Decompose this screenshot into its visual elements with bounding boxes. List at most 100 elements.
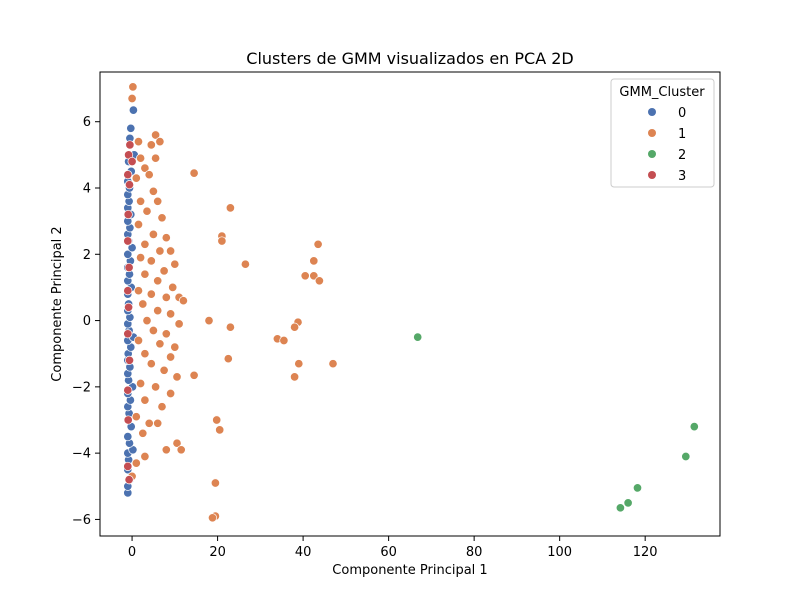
- y-tick-label: −6: [72, 513, 91, 528]
- data-point-cluster-1-89: [207, 513, 218, 523]
- x-tick-label: 20: [209, 545, 226, 560]
- data-point-cluster-1-60: [161, 445, 171, 455]
- data-point-cluster-1-45: [166, 352, 176, 362]
- legend-label-0: 0: [678, 106, 686, 121]
- data-point-cluster-1-81: [294, 359, 304, 369]
- data-point-cluster-1-7: [136, 153, 146, 163]
- data-point-cluster-1-64: [189, 168, 199, 178]
- data-point-cluster-1-35: [153, 306, 163, 316]
- y-tick-label: 4: [83, 182, 91, 197]
- data-point-cluster-1-3: [151, 130, 161, 140]
- legend-label-1: 1: [678, 127, 686, 142]
- data-point-cluster-1-8: [140, 163, 150, 173]
- data-point-cluster-1-57: [138, 428, 148, 438]
- legend-marker-1: [648, 129, 656, 137]
- data-point-cluster-1-14: [142, 206, 152, 216]
- x-tick-label: 60: [380, 545, 397, 560]
- data-point-cluster-1-44: [140, 349, 150, 359]
- data-point-cluster-1-18: [161, 233, 171, 243]
- legend-label-2: 2: [678, 148, 686, 163]
- data-point-cluster-1-38: [174, 319, 184, 329]
- data-point-cluster-1-19: [140, 239, 150, 249]
- data-point-cluster-1-12: [136, 196, 146, 206]
- data-point-cluster-3-14: [123, 461, 133, 471]
- data-point-cluster-1-55: [144, 418, 154, 428]
- data-point-cluster-1-29: [133, 286, 144, 296]
- data-point-cluster-1-27: [153, 276, 163, 286]
- x-tick-label: 100: [547, 545, 572, 560]
- data-point-cluster-3-0: [125, 140, 135, 150]
- data-point-cluster-0-35: [123, 249, 133, 259]
- data-point-cluster-1-73: [314, 276, 324, 286]
- data-point-cluster-1-82: [328, 359, 338, 369]
- data-point-cluster-1-25: [159, 266, 169, 276]
- y-tick-label: −2: [72, 380, 91, 395]
- data-point-cluster-1-15: [157, 213, 167, 223]
- data-point-cluster-1-77: [290, 322, 300, 332]
- data-point-cluster-1-11: [148, 186, 158, 196]
- data-point-cluster-1-28: [168, 282, 178, 292]
- data-point-cluster-1-80: [223, 354, 233, 364]
- y-tick-label: 6: [83, 115, 91, 130]
- data-point-cluster-1-30: [146, 289, 156, 299]
- data-point-cluster-1-40: [161, 329, 171, 339]
- data-point-cluster-1-52: [140, 395, 150, 405]
- legend-title: GMM_Cluster: [619, 85, 705, 100]
- legend: GMM_Cluster 0 1 2 3: [610, 78, 715, 188]
- data-point-cluster-3-9: [124, 302, 134, 312]
- data-point-cluster-1-59: [176, 445, 186, 455]
- ticks-layer: 0 20 40 60 80 100 120 −6 −4 −2 0 2 4 6: [72, 115, 658, 560]
- data-point-cluster-1-83: [189, 370, 199, 380]
- data-point-cluster-1-23: [146, 256, 156, 266]
- data-point-cluster-1-79: [279, 335, 289, 346]
- y-axis-title: Componente Principal 2: [50, 226, 65, 381]
- chart-title: Clusters de GMM visualizados en PCA 2D: [246, 49, 573, 68]
- data-point-cluster-1-74: [204, 316, 214, 326]
- data-point-cluster-1-56: [153, 418, 163, 428]
- data-point-cluster-1-43: [170, 342, 180, 352]
- data-point-cluster-2-1: [689, 422, 699, 432]
- x-tick-label: 80: [466, 545, 483, 560]
- data-point-cluster-1-5: [146, 140, 156, 150]
- data-point-cluster-1-22: [136, 253, 146, 263]
- data-point-cluster-2-2: [681, 451, 691, 462]
- data-point-cluster-1-62: [131, 458, 141, 468]
- data-point-cluster-1-31: [161, 292, 171, 302]
- data-point-cluster-3-6: [123, 236, 133, 246]
- data-point-cluster-3-15: [124, 475, 134, 485]
- data-point-cluster-2-0: [413, 332, 423, 342]
- data-point-cluster-1-39: [148, 325, 158, 336]
- plot-area: [99, 71, 721, 537]
- data-point-cluster-1-46: [146, 359, 156, 369]
- data-point-cluster-1-4: [155, 137, 165, 147]
- data-point-cluster-3-8: [123, 286, 133, 296]
- data-point-cluster-1-85: [212, 415, 222, 425]
- data-point-cluster-1-87: [210, 478, 220, 488]
- data-point-cluster-1-17: [148, 229, 158, 239]
- data-point-cluster-0-51: [126, 123, 136, 133]
- data-point-cluster-1-47: [159, 365, 169, 375]
- data-point-cluster-1-65: [225, 203, 235, 213]
- data-point-cluster-1-68: [240, 259, 250, 269]
- data-point-cluster-2-4: [623, 498, 633, 508]
- data-point-cluster-1-33: [178, 296, 188, 306]
- data-point-cluster-3-12: [123, 385, 133, 395]
- y-tick-label: 0: [83, 314, 91, 329]
- data-point-cluster-1-49: [136, 378, 146, 389]
- data-point-cluster-1-34: [138, 299, 148, 309]
- y-tick-label: 2: [83, 248, 91, 263]
- data-point-cluster-3-11: [124, 355, 135, 365]
- data-point-cluster-1-24: [170, 259, 180, 269]
- y-tick-label: −4: [72, 447, 91, 462]
- data-point-cluster-1-70: [309, 256, 319, 266]
- data-point-cluster-1-10: [144, 170, 154, 180]
- data-point-cluster-1-36: [166, 309, 176, 319]
- x-tick-label: 120: [633, 545, 658, 560]
- x-axis-title: Componente Principal 1: [332, 563, 487, 578]
- data-point-cluster-0-8: [123, 432, 133, 442]
- data-point-cluster-1-21: [166, 246, 176, 256]
- x-tick-label: 40: [295, 545, 312, 560]
- data-point-cluster-1-54: [131, 412, 141, 422]
- data-point-cluster-1-50: [151, 382, 161, 392]
